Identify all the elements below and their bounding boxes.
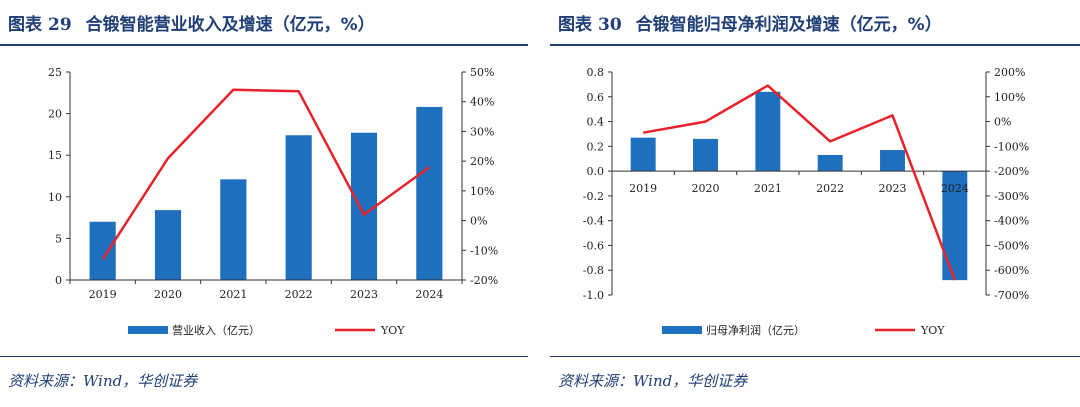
bar-2024 xyxy=(416,106,443,280)
figure-number: 29 xyxy=(48,15,72,35)
figure-title-text: 合锻智能营业收入及增速（亿元，%） xyxy=(85,15,375,35)
bar-2023 xyxy=(350,132,378,280)
left-axis-tick-label: 0.6 xyxy=(587,91,605,104)
left-axis-tick-label: 20 xyxy=(48,108,62,121)
bar-2019 xyxy=(630,137,656,172)
source-rule xyxy=(550,356,1080,357)
right-axis-tick-label: 10% xyxy=(470,185,494,198)
legend-bar-label: 营业收入（亿元） xyxy=(172,323,260,337)
legend-line-label: YOY xyxy=(920,324,945,337)
category-label-2024: 2024 xyxy=(941,182,969,195)
category-label-2020: 2020 xyxy=(154,288,182,301)
right-axis-tick-label: -100% xyxy=(994,140,1029,153)
legend-line-label: YOY xyxy=(380,324,405,337)
chart-panel-revenue: 图表 29 合锻智能营业收入及增速（亿元，%） 0 5 10 15 20 25 -20% -10%… xyxy=(0,0,528,407)
revenue-chart: 0 5 10 15 20 25 -20% -10% 0% 10% 20% 30% 40% 50% 2019 2… xyxy=(48,66,498,337)
figure-label: 图表 xyxy=(558,15,592,35)
right-axis-tick-label: 0% xyxy=(470,215,487,228)
title-rule xyxy=(0,44,528,46)
figure-label: 图表 xyxy=(8,15,42,35)
category-label-2022: 2022 xyxy=(816,182,844,195)
figure-title-text: 合锻智能归母净利润及增速（亿元，%） xyxy=(635,15,942,35)
bar-2022 xyxy=(285,135,312,280)
net-profit-chart: -1.0 -0.8 -0.6 -0.4 -0.2 0.0 0.2 0.4 0.6 0.8 -700%… xyxy=(583,66,1029,337)
right-axis-tick-label: -200% xyxy=(994,165,1029,178)
chart-panel-net-profit: 图表 30 合锻智能归母净利润及增速（亿元，%） -1.0 -0.8 -0.6 -0.4-… xyxy=(550,0,1080,407)
bar-2020 xyxy=(693,138,718,172)
category-label-2023: 2023 xyxy=(879,182,907,195)
left-axis-tick-label: 25 xyxy=(48,66,62,79)
figure-title: 图表 30 合锻智能归母净利润及增速（亿元，%） xyxy=(558,10,942,35)
right-axis-tick-label: -600% xyxy=(994,264,1029,277)
bar-2022 xyxy=(817,155,843,172)
source-note: 资料来源：Wind，华创证券 xyxy=(8,372,198,390)
right-axis-tick-label: -400% xyxy=(994,215,1029,228)
right-axis-tick-label: 0% xyxy=(994,116,1011,129)
legend-bar-swatch xyxy=(662,326,702,334)
category-label-2021: 2021 xyxy=(219,288,247,301)
right-axis-tick-label: -700% xyxy=(994,289,1029,302)
left-axis-tick-label: 0.8 xyxy=(587,66,605,79)
left-axis-tick-label: 5 xyxy=(55,232,62,245)
figure-number: 30 xyxy=(598,15,622,35)
right-axis-tick-label: -300% xyxy=(994,190,1029,203)
bar-2023 xyxy=(880,150,905,172)
bar-2019 xyxy=(89,221,116,280)
right-axis-tick-label: 40% xyxy=(470,96,494,109)
left-axis-tick-label: 10 xyxy=(48,191,62,204)
left-axis-tick-label: -0.8 xyxy=(583,264,604,277)
yoy-line xyxy=(642,84,956,281)
category-label-2024: 2024 xyxy=(415,288,443,301)
left-axis-tick-label: 0 xyxy=(55,274,62,287)
left-axis-tick-label: -0.4 xyxy=(583,215,604,228)
left-axis-tick-label: -0.2 xyxy=(583,190,604,203)
category-label-2020: 2020 xyxy=(692,182,720,195)
right-axis-tick-label: 200% xyxy=(994,66,1025,79)
category-label-2019: 2019 xyxy=(629,182,657,195)
source-rule xyxy=(0,356,528,357)
right-axis-tick-label: 50% xyxy=(470,66,494,79)
title-rule xyxy=(550,44,1080,46)
left-axis-tick-label: 15 xyxy=(48,149,62,162)
source-note: 资料来源：Wind，华创证券 xyxy=(558,372,748,390)
right-axis-tick-label: 30% xyxy=(470,125,494,138)
yoy-line xyxy=(101,88,431,260)
right-axis-tick-label: -500% xyxy=(994,239,1029,252)
right-axis-tick-label: -10% xyxy=(470,244,498,257)
bar-2024 xyxy=(942,171,968,281)
category-label-2021: 2021 xyxy=(754,182,782,195)
left-axis-tick-label: -1.0 xyxy=(583,289,604,302)
bar-2021 xyxy=(220,179,247,280)
left-axis-tick-label: -0.6 xyxy=(583,239,604,252)
legend-bar-label: 归母净利润（亿元） xyxy=(706,323,805,337)
right-axis-tick-label: 100% xyxy=(994,91,1025,104)
legend-bar-swatch xyxy=(128,326,168,334)
left-axis-tick-label: 0.0 xyxy=(587,165,605,178)
category-label-2022: 2022 xyxy=(285,288,313,301)
figure-title: 图表 29 合锻智能营业收入及增速（亿元，%） xyxy=(8,10,375,35)
right-axis-tick-label: 20% xyxy=(470,155,494,168)
category-label-2023: 2023 xyxy=(350,288,378,301)
bar-2020 xyxy=(154,210,182,280)
category-label-2019: 2019 xyxy=(89,288,117,301)
bar-2021 xyxy=(755,91,781,172)
left-axis-tick-label: 0.2 xyxy=(587,140,605,153)
right-axis-tick-label: -20% xyxy=(470,274,498,287)
left-axis-tick-label: 0.4 xyxy=(587,116,605,129)
